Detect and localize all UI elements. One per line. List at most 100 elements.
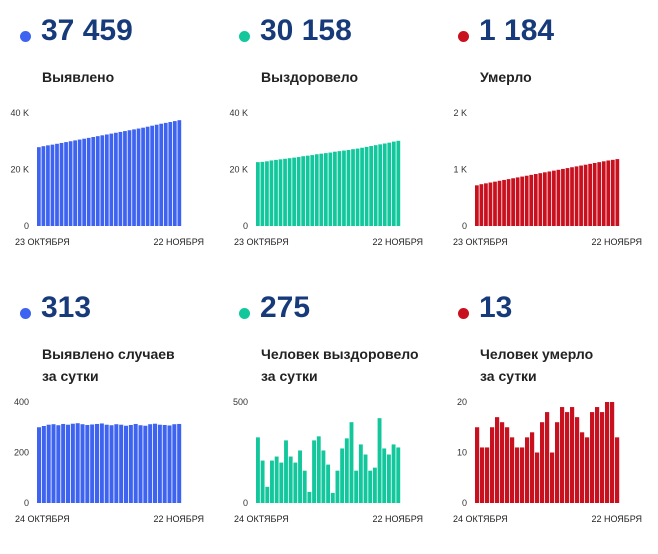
bar	[298, 450, 302, 503]
bar	[86, 137, 91, 226]
color-dot-icon	[20, 31, 31, 42]
bar	[335, 470, 340, 503]
bar	[391, 141, 396, 226]
bar	[364, 146, 369, 226]
headline-value: 275	[260, 291, 311, 324]
color-dot-icon	[239, 308, 250, 319]
y-tick-label: 0	[243, 498, 248, 508]
detected-total-chart: 0 20 K 40 K 23 ОКТЯБРЯ 22 НОЯБРЯ	[10, 108, 204, 247]
bar	[141, 127, 145, 226]
bar	[377, 418, 382, 503]
bar	[157, 424, 162, 503]
bar	[256, 162, 260, 226]
died-total-panel: 1 184 Умерло 0 1 K 2 K 23 ОКТЯБРЯ 22 НОЯБРЯ	[438, 0, 657, 277]
bar	[592, 163, 597, 226]
bar	[279, 462, 284, 503]
bar	[340, 448, 345, 503]
bar	[270, 460, 274, 503]
bar	[274, 159, 278, 226]
bar	[316, 436, 321, 503]
bar	[600, 412, 605, 503]
bar	[288, 456, 293, 503]
bar	[293, 462, 298, 503]
bar	[505, 427, 510, 503]
bar	[475, 427, 480, 503]
bar	[378, 144, 383, 226]
bar	[37, 427, 42, 503]
x-end-label: 22 НОЯБРЯ	[153, 514, 204, 524]
bar	[597, 162, 602, 226]
headline-value: 30 158	[260, 14, 352, 47]
bar	[66, 424, 71, 503]
bar	[127, 130, 132, 226]
y-tick-label: 10	[457, 448, 467, 458]
bar	[75, 423, 80, 503]
bar	[344, 438, 349, 503]
died-daily-panel: 13 Человек умерло за сутки 0 10 20 24 ОКТЯБРЯ 2…	[438, 277, 657, 554]
bar	[143, 425, 148, 504]
y-tick-label: 2 K	[453, 108, 467, 118]
y-tick-label: 0	[462, 221, 467, 231]
bar	[256, 437, 260, 503]
bar	[349, 422, 354, 503]
bar	[109, 133, 114, 226]
color-dot-icon	[20, 308, 31, 319]
bar	[168, 122, 173, 226]
x-end-label: 22 НОЯБРЯ	[372, 514, 423, 524]
bar	[260, 460, 265, 503]
bar	[497, 180, 502, 226]
bar	[163, 122, 168, 226]
bar	[515, 177, 520, 226]
bar	[114, 132, 118, 226]
bar	[326, 464, 331, 503]
color-dot-icon	[458, 31, 469, 42]
y-tick-label: 20	[457, 397, 467, 407]
bar	[580, 432, 585, 503]
x-start-label: 23 ОКТЯБРЯ	[234, 237, 289, 247]
bar	[570, 167, 574, 226]
bar	[162, 424, 167, 503]
bar	[342, 150, 346, 226]
bar	[493, 181, 497, 226]
bar	[302, 470, 307, 503]
recovered-daily-chart: 0 500 24 ОКТЯБРЯ 22 НОЯБРЯ	[233, 397, 423, 524]
bar	[479, 184, 484, 226]
bar	[351, 149, 355, 226]
bar	[538, 173, 543, 226]
bar	[556, 169, 561, 226]
y-tick-label: 40 K	[10, 108, 29, 118]
bar	[41, 425, 46, 503]
bar	[547, 171, 552, 226]
bar	[73, 140, 77, 226]
bar	[80, 424, 85, 503]
died-total-chart: 0 1 K 2 K 23 ОКТЯБРЯ 22 НОЯБРЯ	[453, 108, 642, 247]
bar	[595, 407, 600, 503]
bar	[555, 422, 560, 503]
recovered-daily-panel: 275 Человек выздоровело за сутки 0 500 24 ОКТ…	[219, 277, 438, 554]
bar	[95, 136, 100, 226]
bar	[540, 422, 545, 503]
bar	[148, 424, 153, 503]
bar	[95, 423, 100, 503]
died-daily-chart: 0 10 20 24 ОКТЯБРЯ 22 НОЯБРЯ	[453, 397, 642, 524]
bar	[605, 402, 610, 503]
bar	[85, 424, 90, 503]
bar	[515, 447, 520, 503]
bar	[601, 161, 606, 226]
bar	[50, 144, 55, 226]
y-tick-label: 1 K	[453, 165, 467, 175]
bar	[104, 424, 109, 503]
bar	[533, 174, 538, 226]
bar	[153, 423, 158, 503]
metric-label: Выздоровело	[261, 69, 359, 85]
bar	[610, 159, 615, 226]
bar	[138, 425, 143, 503]
x-start-label: 24 ОКТЯБРЯ	[234, 514, 289, 524]
bar	[590, 412, 595, 503]
bar	[475, 185, 479, 226]
bar	[510, 437, 515, 503]
x-end-label: 22 НОЯБРЯ	[591, 514, 642, 524]
bar	[124, 425, 129, 504]
bar	[159, 123, 164, 226]
bar	[269, 160, 274, 226]
